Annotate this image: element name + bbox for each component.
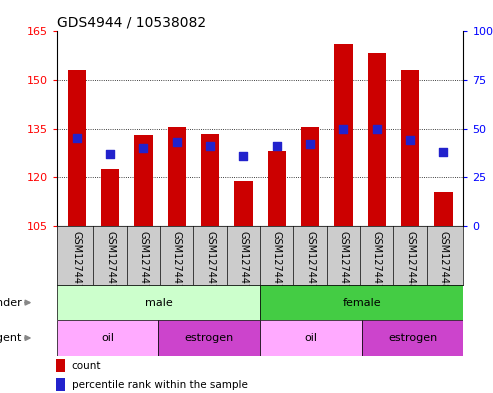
- Point: [73, 135, 81, 141]
- Bar: [234, 181, 252, 226]
- Bar: [56, 359, 66, 372]
- Text: GSM1274470: GSM1274470: [71, 231, 82, 296]
- Text: GSM1274478: GSM1274478: [338, 231, 349, 296]
- Point: [206, 143, 214, 149]
- Point: [173, 139, 180, 145]
- Point: [340, 126, 348, 132]
- Text: GSM1274477: GSM1274477: [305, 231, 315, 296]
- Bar: [168, 127, 186, 226]
- Bar: [158, 320, 260, 356]
- Bar: [334, 44, 352, 226]
- Bar: [101, 169, 119, 226]
- Text: gender: gender: [0, 298, 22, 308]
- Bar: [401, 70, 419, 226]
- Text: GSM1274476: GSM1274476: [272, 231, 282, 296]
- Point: [240, 153, 247, 159]
- Point: [406, 137, 414, 143]
- Text: GSM1274479: GSM1274479: [372, 231, 382, 296]
- Text: GDS4944 / 10538082: GDS4944 / 10538082: [57, 16, 206, 30]
- Bar: [268, 151, 286, 226]
- Bar: [260, 320, 362, 356]
- Bar: [134, 135, 152, 226]
- Bar: [434, 192, 453, 226]
- Point: [306, 141, 314, 147]
- Point: [373, 126, 381, 132]
- Bar: [56, 378, 66, 391]
- Text: agent: agent: [0, 333, 22, 343]
- Bar: [301, 127, 319, 226]
- Text: GSM1274480: GSM1274480: [405, 231, 415, 296]
- Bar: [57, 320, 158, 356]
- Bar: [362, 320, 463, 356]
- Point: [273, 143, 281, 149]
- Text: percentile rank within the sample: percentile rank within the sample: [71, 380, 247, 390]
- Text: count: count: [71, 360, 101, 371]
- Text: GSM1274481: GSM1274481: [438, 231, 449, 296]
- Text: GSM1274474: GSM1274474: [205, 231, 215, 296]
- Text: estrogen: estrogen: [184, 333, 234, 343]
- Point: [140, 145, 147, 151]
- Point: [106, 151, 114, 157]
- Bar: [368, 53, 386, 226]
- Text: oil: oil: [101, 333, 114, 343]
- Text: male: male: [144, 298, 172, 308]
- Bar: [57, 285, 260, 320]
- Bar: [68, 70, 86, 226]
- Bar: [260, 285, 463, 320]
- Text: oil: oil: [304, 333, 317, 343]
- Text: GSM1274472: GSM1274472: [139, 231, 148, 296]
- Text: estrogen: estrogen: [388, 333, 437, 343]
- Text: GSM1274473: GSM1274473: [172, 231, 182, 296]
- Text: GSM1274471: GSM1274471: [105, 231, 115, 296]
- Text: GSM1274475: GSM1274475: [239, 231, 248, 296]
- Text: female: female: [343, 298, 381, 308]
- Point: [439, 149, 447, 155]
- Bar: [201, 134, 219, 226]
